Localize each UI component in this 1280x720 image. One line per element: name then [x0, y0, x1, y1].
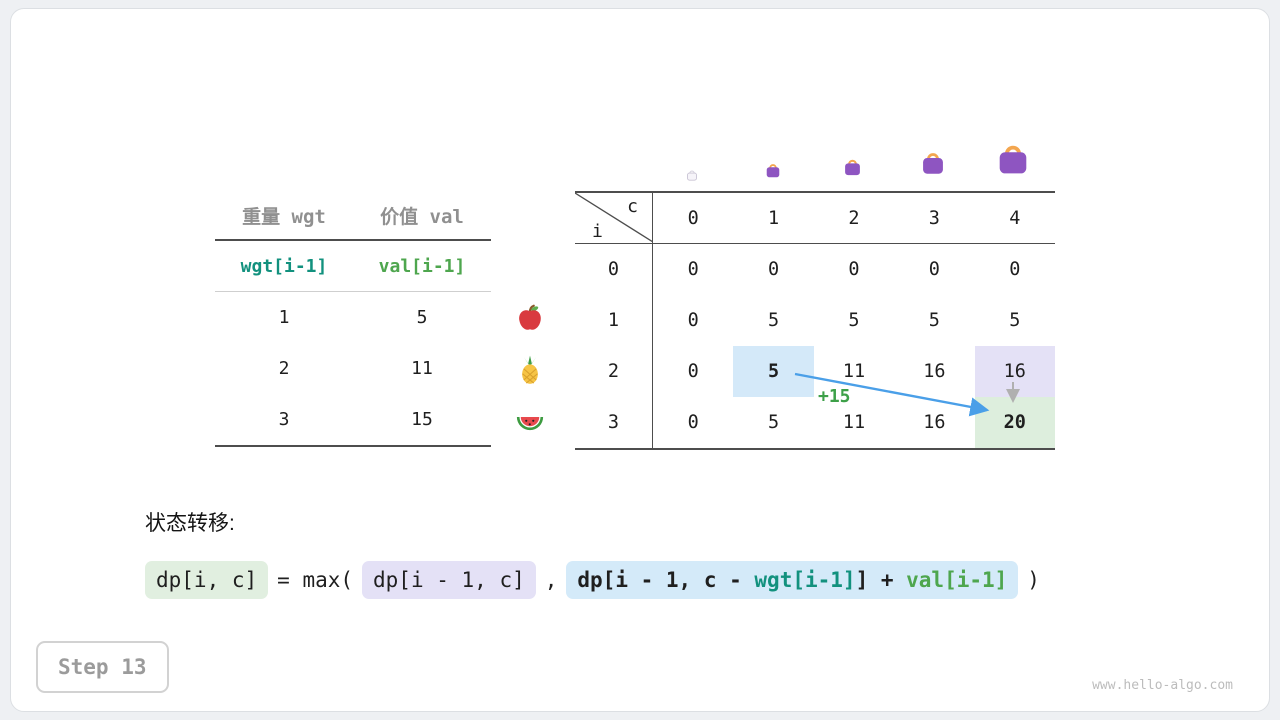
item-value: 5 [416, 307, 428, 328]
dp-col-header: 2 [813, 193, 895, 244]
items-row: 2 11 [215, 343, 491, 394]
dp-cell: 5 [1009, 310, 1021, 331]
dp-row-header: 0 [575, 244, 653, 295]
dp-cell: 0 [928, 259, 940, 280]
dp-cell: 0 [1009, 259, 1021, 280]
bag-capacity-3-icon [919, 148, 947, 179]
dp-corner-cell: c i [575, 193, 653, 244]
transfer-value-annotation: +15 [818, 386, 851, 407]
dp-cell: 11 [842, 412, 866, 433]
dp-table: c i 0 1 2 3 4 0 0 0 0 0 0 1 0 5 5 5 5 2 … [575, 191, 1055, 450]
watermelon-icon [515, 407, 545, 437]
dp-cell-above-highlight: 16 [974, 346, 1055, 397]
dp-cell: 0 [687, 310, 699, 331]
pineapple-icon [515, 355, 545, 385]
transition-title: 状态转移: [145, 512, 235, 535]
item-value: 15 [411, 409, 433, 430]
items-formula-wgt: wgt[i-1] [240, 255, 328, 277]
dp-col-header: 0 [653, 193, 734, 244]
watermark: www.hello-algo.com [1092, 678, 1233, 693]
formula-take-pre: dp[i - 1, c - [577, 568, 755, 592]
dp-cell: 0 [768, 259, 780, 280]
formula-lhs: dp[i, c] [145, 561, 269, 599]
item-weight: 3 [278, 409, 290, 430]
item-weight: 1 [278, 307, 290, 328]
dp-row-header: 3 [575, 397, 653, 448]
items-row: 3 15 [215, 394, 491, 445]
dp-cell: 16 [923, 412, 946, 433]
step-badge: Step 13 [36, 641, 169, 693]
dp-cell: 16 [923, 361, 946, 382]
dp-cell: 0 [687, 259, 699, 280]
items-formula-row: wgt[i-1] val[i-1] [215, 241, 491, 292]
bag-capacity-1-icon [764, 161, 782, 182]
apple-icon [515, 303, 545, 333]
dp-row-header: 1 [575, 295, 653, 346]
items-col-header-value: 价值 val [380, 206, 464, 228]
dp-cell-source-highlight: 5 [733, 346, 814, 397]
dp-cell-result-highlight: 20 [974, 397, 1055, 448]
dp-corner-col-label: c [627, 196, 638, 217]
dp-col-header: 3 [894, 193, 975, 244]
dp-cell: 5 [768, 310, 780, 331]
dp-cell: 5 [928, 310, 940, 331]
dp-cell: 0 [687, 412, 699, 433]
formula-comma: , [544, 568, 558, 592]
formula-option-take: dp[i - 1, c - wgt[i-1]] + val[i-1] [566, 561, 1019, 599]
formula-take-val: val[i-1] [906, 568, 1008, 592]
formula-close-paren: ) [1027, 568, 1040, 592]
dp-cell: 0 [848, 259, 860, 280]
dp-cell: 5 [848, 310, 860, 331]
items-table-header-row: 重量 wgt 价值 val [215, 192, 491, 241]
bag-capacity-0-icon [685, 166, 699, 185]
bag-capacity-4-icon [994, 139, 1032, 179]
dp-cell: 0 [687, 361, 699, 382]
formula-take-wgt: wgt[i-1] [754, 568, 856, 592]
dp-cell: 5 [768, 412, 780, 433]
formula-take-mid: ] + [855, 568, 907, 592]
item-value: 11 [411, 358, 433, 379]
item-weight: 2 [278, 358, 290, 379]
transition-formula: dp[i, c] = max( dp[i - 1, c] , dp[i - 1,… [145, 561, 1040, 599]
dp-col-header: 1 [733, 193, 814, 244]
bag-capacity-2-icon [842, 156, 863, 180]
dp-corner-row-label: i [592, 221, 603, 242]
items-table: 重量 wgt 价值 val wgt[i-1] val[i-1] 1 5 2 11… [215, 192, 491, 447]
items-formula-val: val[i-1] [378, 255, 466, 277]
formula-option-keep: dp[i - 1, c] [362, 561, 536, 599]
formula-eq-max: = max( [277, 568, 354, 592]
dp-col-header: 4 [974, 193, 1055, 244]
items-col-header-weight: 重量 wgt [242, 206, 326, 228]
items-row: 1 5 [215, 292, 491, 343]
dp-row-header: 2 [575, 346, 653, 397]
